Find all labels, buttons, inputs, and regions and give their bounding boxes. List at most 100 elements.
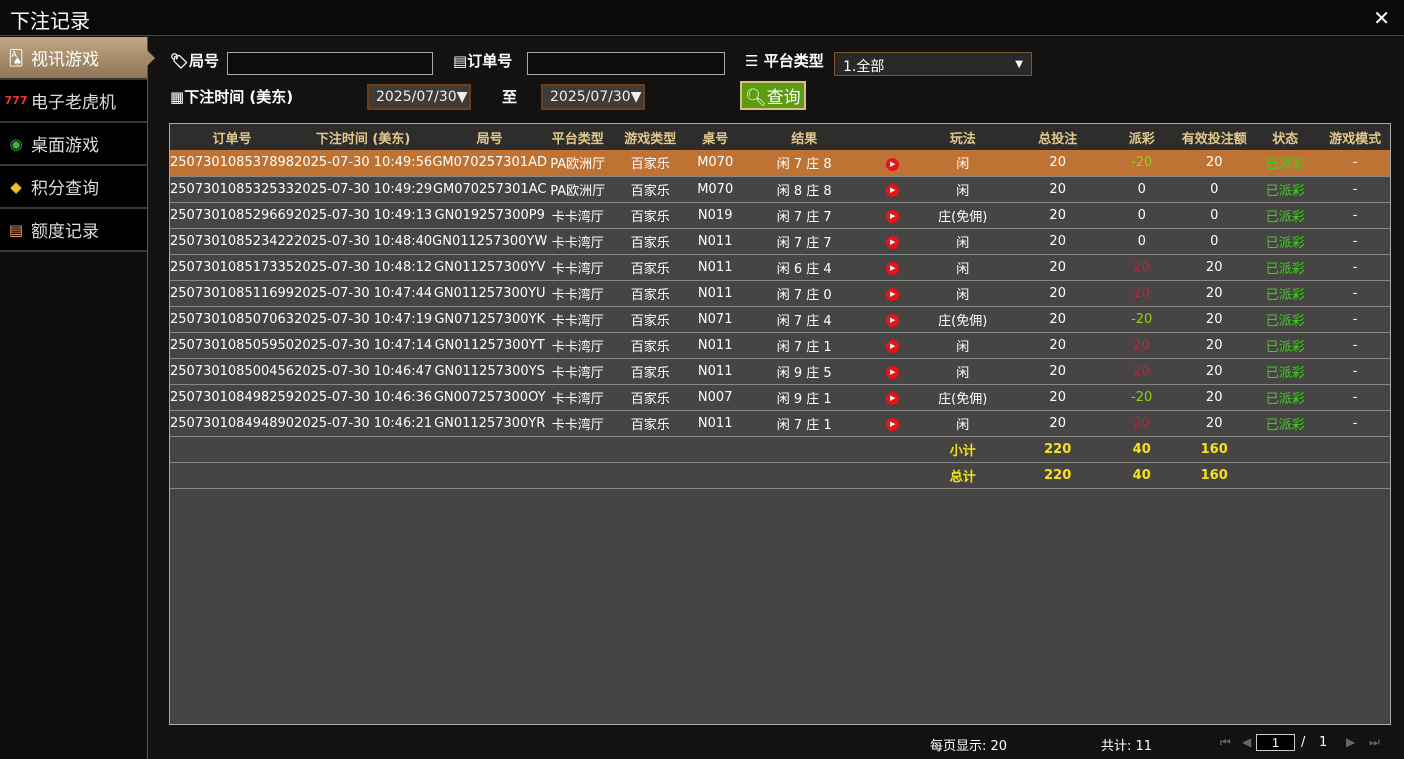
title-bar: 下注记录 ✕ — [0, 0, 1404, 36]
table-row[interactable]: 250730108511699 2025-07-30 10:47:44 GN0112… — [170, 280, 1390, 307]
cell: 庄(免佣) — [915, 384, 1011, 411]
play-video-icon[interactable]: ▶ — [886, 184, 900, 197]
round-input[interactable] — [227, 52, 433, 75]
cell: 250730108532533 — [170, 176, 295, 203]
to-label: 至 — [502, 88, 518, 106]
column-header: 下注时间 (美东) — [294, 124, 433, 150]
cell: 卡卡湾厅 — [547, 254, 609, 281]
column-header: 局号 — [432, 124, 548, 150]
sidebar-item-3[interactable]: ◆ 积分查询 — [0, 166, 147, 209]
table-row[interactable]: 250730108500456 2025-07-30 10:46:47 GN0112… — [170, 358, 1390, 385]
table-row[interactable]: 250730108523422 2025-07-30 10:48:40 GN0112… — [170, 228, 1390, 255]
sidebar-item-0[interactable]: 🂡 视讯游戏 — [0, 37, 155, 80]
diamond-icon: ◆ — [10, 177, 22, 196]
cell: 闲 7 庄 7 — [738, 202, 871, 229]
cell: 0 — [1105, 176, 1179, 203]
cell: 20 — [1010, 176, 1106, 203]
cell: 20 — [1010, 332, 1106, 359]
sidebar-item-label: 电子老虎机 — [31, 93, 116, 113]
play-video-icon[interactable]: ▶ — [886, 262, 900, 275]
sidebar-item-2[interactable]: ◉ 桌面游戏 — [0, 123, 147, 166]
table-row[interactable]: 250730108529669 2025-07-30 10:49:13 GN0192… — [170, 202, 1390, 229]
play-video-icon[interactable]: ▶ — [886, 392, 900, 405]
cell: - — [1320, 384, 1390, 411]
play-video-icon[interactable]: ▶ — [886, 314, 900, 327]
sidebar-item-4[interactable]: ▤ 额度记录 — [0, 209, 147, 252]
cell: 20 — [1010, 254, 1106, 281]
play-video-icon[interactable]: ▶ — [886, 236, 900, 249]
cell: 2025-07-30 10:46:36 — [294, 384, 433, 411]
play-video-icon[interactable]: ▶ — [886, 210, 900, 223]
cell: 闲 7 庄 7 — [738, 228, 871, 255]
cell: 已派彩 — [1250, 176, 1321, 203]
cell: 闲 — [915, 358, 1011, 385]
page-separator: / — [1301, 735, 1306, 750]
cell: 闲 6 庄 4 — [738, 254, 871, 281]
cell: 2025-07-30 10:49:56 — [294, 150, 433, 177]
cell: 20 — [1178, 410, 1251, 437]
cell: 百家乐 — [608, 280, 693, 307]
cell: 20 — [1010, 358, 1106, 385]
play-video-icon[interactable]: ▶ — [886, 157, 900, 171]
close-icon[interactable]: ✕ — [1373, 6, 1390, 30]
slot-777-icon: 777 — [4, 94, 28, 107]
column-header: 游戏模式 — [1320, 124, 1390, 150]
play-video-icon[interactable]: ▶ — [886, 366, 900, 379]
cell: 百家乐 — [608, 332, 693, 359]
subtotal-total: 220 — [1010, 436, 1106, 463]
table-row[interactable]: 250730108505950 2025-07-30 10:47:14 GN0112… — [170, 332, 1390, 359]
subtotal-row: 小计 220 40 160 — [170, 436, 1390, 463]
cell: GN007257300OY — [432, 384, 548, 411]
cell: - — [1320, 358, 1390, 385]
spacer — [170, 462, 916, 489]
bet-records-table: 订单号 下注时间 (美东) 局号 平台类型 游戏类型 桌号 结果 玩法 总投注 派彩 有效投注额 状态… — [169, 123, 1391, 725]
platform-label-text: 平台类型 — [763, 52, 824, 70]
last-page-icon[interactable]: ⏭ — [1369, 735, 1380, 749]
cell: 已派彩 — [1250, 410, 1321, 437]
column-header — [870, 124, 916, 150]
table-row[interactable]: 250730108517335 2025-07-30 10:48:12 GN0112… — [170, 254, 1390, 281]
cell: GN011257300YV — [432, 254, 548, 281]
cell: N011 — [692, 410, 739, 437]
cell: 闲 — [915, 150, 1011, 177]
cell: 闲 — [915, 280, 1011, 307]
next-page-icon[interactable]: ▶ — [1346, 735, 1356, 749]
cell: 20 — [1010, 150, 1106, 177]
table-row[interactable]: 250730108507063 2025-07-30 10:47:19 GN0712… — [170, 306, 1390, 333]
play-video-icon[interactable]: ▶ — [886, 288, 900, 301]
sidebar-item-1[interactable]: 777 电子老虎机 — [0, 80, 147, 123]
date-from[interactable]: 2025/07/30▼ — [367, 84, 471, 110]
cell: 0 — [1105, 228, 1179, 255]
cell: 百家乐 — [608, 358, 693, 385]
first-page-icon[interactable]: ⏮ — [1220, 735, 1231, 749]
play-video-icon[interactable]: ▶ — [886, 418, 900, 431]
table-row[interactable]: 250730108494890 2025-07-30 10:46:21 GN0112… — [170, 410, 1390, 437]
table-row[interactable]: 250730108532533 2025-07-30 10:49:29 GM0702… — [170, 176, 1390, 203]
query-button[interactable]: 🔍︎查询 — [740, 81, 806, 110]
cell: - — [1320, 306, 1390, 333]
sidebar-item-label: 积分查询 — [31, 179, 99, 199]
cell: GN011257300YU — [432, 280, 548, 307]
prev-page-icon[interactable]: ◀ — [1242, 735, 1252, 749]
cell: 已派彩 — [1250, 358, 1321, 385]
replay-cell: ▶ — [870, 202, 916, 229]
cell: 2025-07-30 10:49:29 — [294, 176, 433, 203]
order-input[interactable] — [527, 52, 725, 75]
table-row[interactable]: 250730108498259 2025-07-30 10:46:36 GN0072… — [170, 384, 1390, 411]
cell: M070 — [692, 150, 739, 177]
cell: 20 — [1010, 280, 1106, 307]
cell: N011 — [692, 332, 739, 359]
date-to[interactable]: 2025/07/30▼ — [541, 84, 645, 110]
per-page: 每页显示: 20 — [930, 739, 1008, 754]
cell: GN019257300P9 — [432, 202, 548, 229]
play-video-icon[interactable]: ▶ — [886, 340, 900, 353]
cell: N019 — [692, 202, 739, 229]
cell: 百家乐 — [608, 228, 693, 255]
platform-select[interactable]: 1.全部 ▼ — [834, 52, 1032, 76]
cell: 250730108507063 — [170, 306, 295, 333]
cell: 百家乐 — [608, 176, 693, 203]
cell: 20 — [1178, 332, 1251, 359]
page-input[interactable] — [1256, 734, 1295, 751]
grandtotal-payout: 40 — [1105, 462, 1179, 489]
table-row[interactable]: 250730108537898 2025-07-30 10:49:56 GM0702… — [170, 150, 1390, 177]
